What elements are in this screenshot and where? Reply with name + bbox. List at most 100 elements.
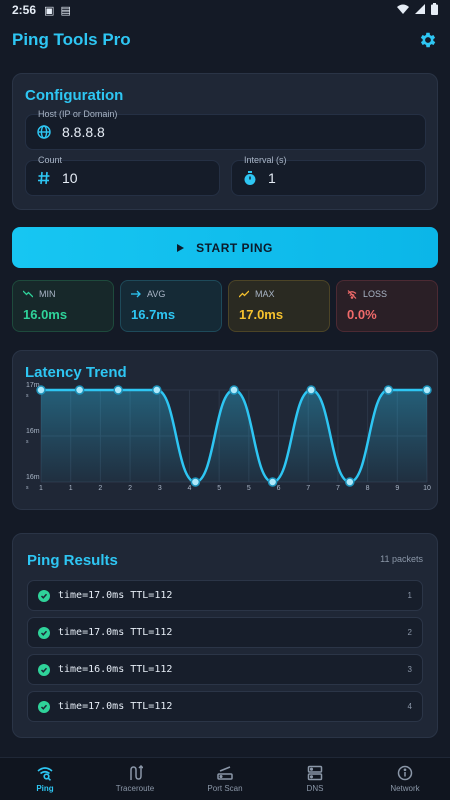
chart-x-tick: 2	[98, 485, 102, 492]
result-row[interactable]: time=16.0ms TTL=112 3	[27, 654, 423, 685]
trend-up-icon	[239, 290, 249, 298]
success-check-icon	[38, 589, 50, 602]
nav-dns[interactable]: DNS	[270, 758, 360, 800]
chart-x-tick: 9	[395, 485, 399, 492]
result-seq: 2	[407, 628, 412, 637]
chart-point	[113, 385, 123, 395]
result-text: time=16.0ms TTL=112	[58, 664, 173, 675]
success-check-icon	[38, 626, 50, 639]
chart-y-tick: s	[26, 439, 29, 445]
chart-y-tick: s	[26, 393, 29, 399]
result-row[interactable]: time=17.0ms TTL=112 1	[27, 580, 423, 611]
stat-avg-label: AVG	[147, 289, 166, 299]
result-seq: 3	[407, 665, 412, 674]
stat-min-label: MIN	[39, 289, 56, 299]
result-text: time=17.0ms TTL=112	[58, 701, 173, 712]
success-check-icon	[38, 700, 50, 713]
chart-point	[422, 385, 432, 395]
globe-icon	[36, 124, 52, 140]
configuration-title: Configuration	[25, 87, 124, 104]
settings-gear-icon[interactable]	[418, 30, 438, 50]
nav-network[interactable]: Network	[360, 758, 450, 800]
configuration-card: Configuration Host (IP or Domain) 8.8.8.…	[12, 73, 438, 210]
stat-loss-label: LOSS	[363, 289, 388, 299]
chart-x-tick: 8	[366, 485, 370, 492]
notification-icon: ▣	[44, 4, 55, 17]
result-row[interactable]: time=17.0ms TTL=112 4	[27, 691, 423, 722]
play-icon	[177, 243, 185, 252]
chart-point	[190, 477, 201, 487]
start-ping-button[interactable]: START PING	[12, 227, 438, 268]
stat-loss-value: 0.0%	[347, 307, 377, 322]
latency-trend-title: Latency Trend	[25, 364, 127, 381]
result-text: time=17.0ms TTL=112	[58, 627, 173, 638]
ping-results-card: Ping Results 11 packets time=17.0ms TTL=…	[12, 533, 438, 738]
count-input[interactable]: 10	[62, 170, 78, 186]
result-seq: 1	[407, 591, 412, 600]
stat-loss-card: LOSS 0.0%	[336, 280, 438, 332]
stat-avg-value: 16.7ms	[131, 307, 176, 322]
host-input[interactable]: 8.8.8.8	[62, 124, 105, 140]
chart-y-tick: 16m	[26, 428, 40, 435]
nav-traceroute[interactable]: Traceroute	[90, 758, 180, 800]
chart-x-tick: 1	[39, 485, 43, 492]
battery-icon	[431, 2, 438, 18]
wifi-off-icon	[347, 289, 357, 299]
dns-icon	[307, 765, 323, 781]
chart-x-tick: 2	[128, 485, 132, 492]
signal-icon	[415, 3, 425, 17]
nav-ping[interactable]: Ping	[0, 758, 90, 800]
interval-label: Interval (s)	[244, 155, 287, 165]
chart-x-tick: 4	[188, 485, 192, 492]
chart-y-tick: 16m	[26, 474, 40, 481]
stat-max-value: 17.0ms	[239, 307, 284, 322]
hash-icon	[36, 170, 52, 186]
stat-min-value: 16.0ms	[23, 307, 68, 322]
chart-x-tick: 5	[247, 485, 251, 492]
count-field[interactable]: Count 10	[25, 155, 220, 196]
app-title: Ping Tools Pro	[12, 30, 131, 49]
interval-field[interactable]: Interval (s) 1	[231, 155, 426, 196]
timer-icon	[242, 170, 258, 186]
arrow-right-icon	[131, 290, 141, 298]
network-info-icon	[397, 765, 413, 781]
chart-point	[267, 477, 278, 487]
chart-point	[229, 385, 239, 395]
chart-y-tick: s	[26, 485, 29, 491]
chart-point	[74, 385, 85, 395]
chart-point	[36, 385, 46, 395]
start-ping-label: START PING	[196, 240, 273, 255]
nav-traceroute-label: Traceroute	[115, 784, 155, 793]
nav-dns-label: DNS	[306, 784, 324, 793]
host-label: Host (IP or Domain)	[38, 109, 118, 119]
result-text: time=17.0ms TTL=112	[58, 590, 173, 601]
packet-count: 11 packets	[380, 554, 423, 564]
chart-x-tick: 3	[158, 485, 162, 492]
chart-y-tick: 17m	[26, 382, 40, 389]
chart-point	[306, 385, 316, 395]
nav-ping-label: Ping	[36, 784, 54, 793]
host-field[interactable]: Host (IP or Domain) 8.8.8.8	[25, 109, 426, 150]
chart-x-tick: 6	[277, 485, 281, 492]
chart-x-tick: 7	[336, 485, 340, 492]
chart-point	[383, 385, 394, 395]
status-bar: 2:56 ▣ ▤	[0, 0, 450, 20]
interval-input[interactable]: 1	[268, 170, 276, 186]
result-seq: 4	[407, 702, 412, 711]
bottom-navigation: Ping Traceroute Port Scan DNS Network	[0, 757, 450, 800]
chart-x-tick: 1	[69, 485, 73, 492]
status-time: 2:56	[12, 3, 37, 17]
chart-x-tick: 10	[423, 485, 431, 492]
ping-icon	[37, 767, 53, 781]
traceroute-icon	[130, 765, 143, 780]
download-icon: ▤	[60, 4, 71, 17]
chart-point	[152, 385, 162, 395]
ping-results-title: Ping Results	[27, 552, 118, 569]
result-row[interactable]: time=17.0ms TTL=112 2	[27, 617, 423, 648]
nav-network-label: Network	[390, 784, 420, 793]
stat-max-label: MAX	[255, 289, 275, 299]
trend-down-icon	[23, 290, 33, 298]
wifi-icon	[397, 3, 409, 17]
nav-port-scan[interactable]: Port Scan	[180, 758, 270, 800]
count-label: Count	[38, 155, 63, 165]
